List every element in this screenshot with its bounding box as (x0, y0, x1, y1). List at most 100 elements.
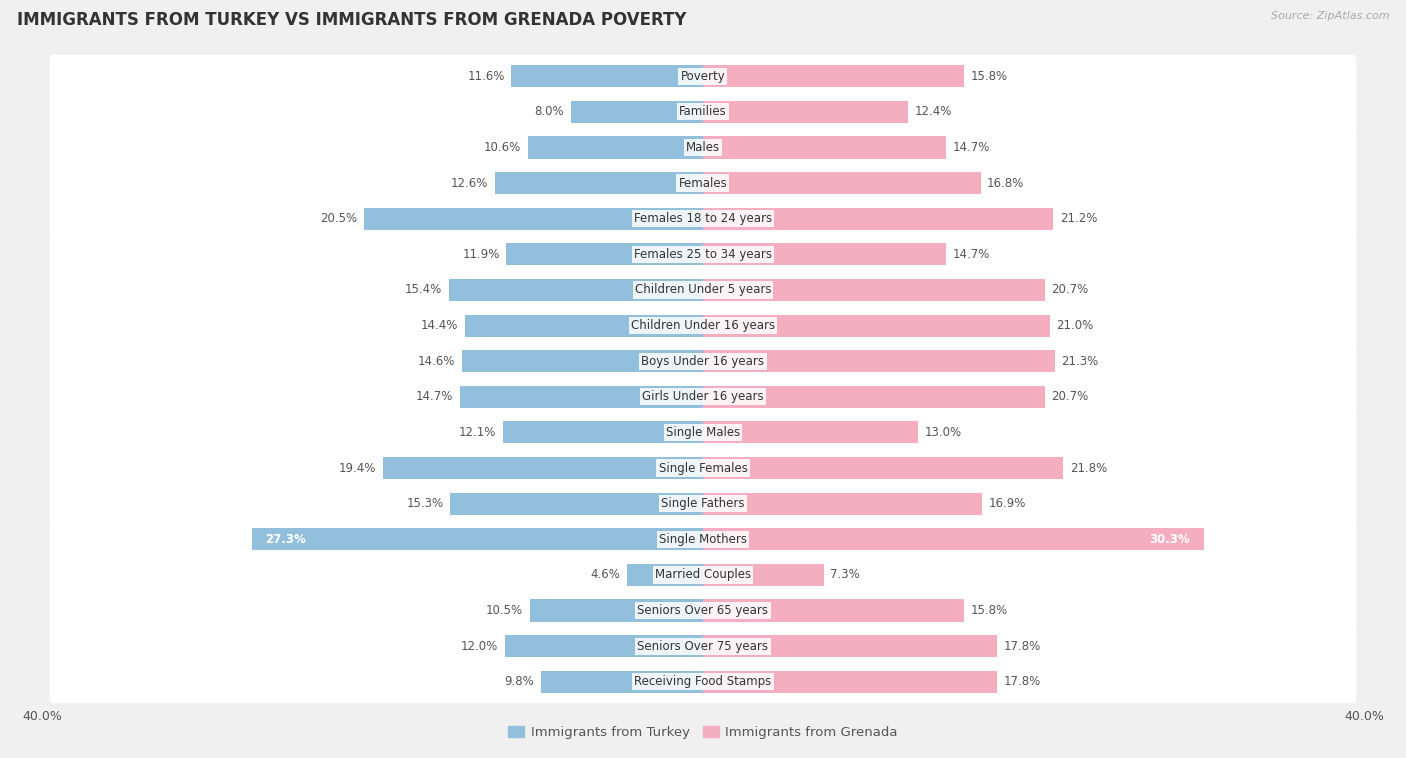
Text: 10.6%: 10.6% (484, 141, 522, 154)
Text: 14.4%: 14.4% (422, 319, 458, 332)
Bar (703, 493, 983, 515)
Text: Receiving Food Stamps: Receiving Food Stamps (634, 675, 772, 688)
Text: 14.7%: 14.7% (952, 248, 990, 261)
Bar (703, 315, 1050, 337)
Bar (460, 386, 703, 408)
Bar (703, 172, 980, 194)
Bar (703, 243, 946, 265)
Text: 20.5%: 20.5% (321, 212, 357, 225)
Text: Married Couples: Married Couples (655, 568, 751, 581)
Bar (512, 65, 703, 87)
Text: Females 18 to 24 years: Females 18 to 24 years (634, 212, 772, 225)
Text: 11.6%: 11.6% (467, 70, 505, 83)
Bar (505, 635, 703, 657)
Text: 12.4%: 12.4% (914, 105, 952, 118)
Bar (627, 564, 703, 586)
Bar (364, 208, 703, 230)
Text: 15.8%: 15.8% (970, 70, 1008, 83)
Text: Children Under 16 years: Children Under 16 years (631, 319, 775, 332)
Text: 16.9%: 16.9% (988, 497, 1026, 510)
Text: 4.6%: 4.6% (591, 568, 620, 581)
Text: Single Females: Single Females (658, 462, 748, 475)
Text: 14.7%: 14.7% (416, 390, 454, 403)
Bar (541, 671, 703, 693)
Legend: Immigrants from Turkey, Immigrants from Grenada: Immigrants from Turkey, Immigrants from … (503, 720, 903, 744)
Text: 21.0%: 21.0% (1056, 319, 1094, 332)
Text: Boys Under 16 years: Boys Under 16 years (641, 355, 765, 368)
FancyBboxPatch shape (49, 553, 1357, 596)
Text: IMMIGRANTS FROM TURKEY VS IMMIGRANTS FROM GRENADA POVERTY: IMMIGRANTS FROM TURKEY VS IMMIGRANTS FRO… (17, 11, 686, 30)
FancyBboxPatch shape (49, 268, 1357, 312)
Text: 10.5%: 10.5% (486, 604, 523, 617)
FancyBboxPatch shape (49, 197, 1357, 240)
Text: 12.6%: 12.6% (451, 177, 488, 190)
Text: Females 25 to 34 years: Females 25 to 34 years (634, 248, 772, 261)
Text: Males: Males (686, 141, 720, 154)
Bar (703, 350, 1054, 372)
Bar (571, 101, 703, 123)
Bar (703, 671, 997, 693)
Bar (703, 279, 1045, 301)
FancyBboxPatch shape (49, 55, 1357, 98)
Text: 21.8%: 21.8% (1070, 462, 1107, 475)
FancyBboxPatch shape (49, 304, 1357, 347)
Bar (465, 315, 703, 337)
FancyBboxPatch shape (49, 589, 1357, 631)
Text: Poverty: Poverty (681, 70, 725, 83)
Bar (252, 528, 703, 550)
Text: 11.9%: 11.9% (463, 248, 499, 261)
Text: 15.4%: 15.4% (405, 283, 441, 296)
Text: Seniors Over 65 years: Seniors Over 65 years (637, 604, 769, 617)
Text: 20.7%: 20.7% (1052, 283, 1088, 296)
Text: 12.1%: 12.1% (460, 426, 496, 439)
Text: 14.6%: 14.6% (418, 355, 456, 368)
Text: 21.2%: 21.2% (1060, 212, 1097, 225)
Text: 9.8%: 9.8% (505, 675, 534, 688)
Text: Source: ZipAtlas.com: Source: ZipAtlas.com (1271, 11, 1389, 21)
Text: 12.0%: 12.0% (461, 640, 498, 653)
Text: Children Under 5 years: Children Under 5 years (634, 283, 772, 296)
Bar (495, 172, 703, 194)
Text: 17.8%: 17.8% (1004, 640, 1040, 653)
Bar (703, 65, 965, 87)
Bar (703, 635, 997, 657)
Text: 30.3%: 30.3% (1150, 533, 1191, 546)
Bar (703, 208, 1053, 230)
Bar (449, 279, 703, 301)
Text: Seniors Over 75 years: Seniors Over 75 years (637, 640, 769, 653)
Text: Single Mothers: Single Mothers (659, 533, 747, 546)
Text: 15.3%: 15.3% (406, 497, 444, 510)
Text: 15.8%: 15.8% (970, 604, 1008, 617)
FancyBboxPatch shape (49, 127, 1357, 169)
Bar (461, 350, 703, 372)
Text: 27.3%: 27.3% (266, 533, 307, 546)
Text: 13.0%: 13.0% (924, 426, 962, 439)
Bar (450, 493, 703, 515)
Bar (703, 528, 1204, 550)
FancyBboxPatch shape (49, 91, 1357, 133)
Bar (530, 600, 703, 622)
Bar (703, 600, 965, 622)
FancyBboxPatch shape (49, 375, 1357, 418)
FancyBboxPatch shape (49, 482, 1357, 525)
Text: 7.3%: 7.3% (830, 568, 860, 581)
Bar (703, 386, 1045, 408)
Text: Single Fathers: Single Fathers (661, 497, 745, 510)
FancyBboxPatch shape (49, 340, 1357, 383)
Bar (703, 457, 1063, 479)
Text: Girls Under 16 years: Girls Under 16 years (643, 390, 763, 403)
FancyBboxPatch shape (49, 625, 1357, 667)
Bar (703, 564, 824, 586)
Text: 16.8%: 16.8% (987, 177, 1025, 190)
Text: 14.7%: 14.7% (952, 141, 990, 154)
Text: 20.7%: 20.7% (1052, 390, 1088, 403)
Text: Single Males: Single Males (666, 426, 740, 439)
Bar (703, 101, 908, 123)
Text: 17.8%: 17.8% (1004, 675, 1040, 688)
FancyBboxPatch shape (49, 446, 1357, 490)
Bar (506, 243, 703, 265)
FancyBboxPatch shape (49, 233, 1357, 276)
Text: Females: Females (679, 177, 727, 190)
FancyBboxPatch shape (49, 518, 1357, 561)
Text: Families: Families (679, 105, 727, 118)
